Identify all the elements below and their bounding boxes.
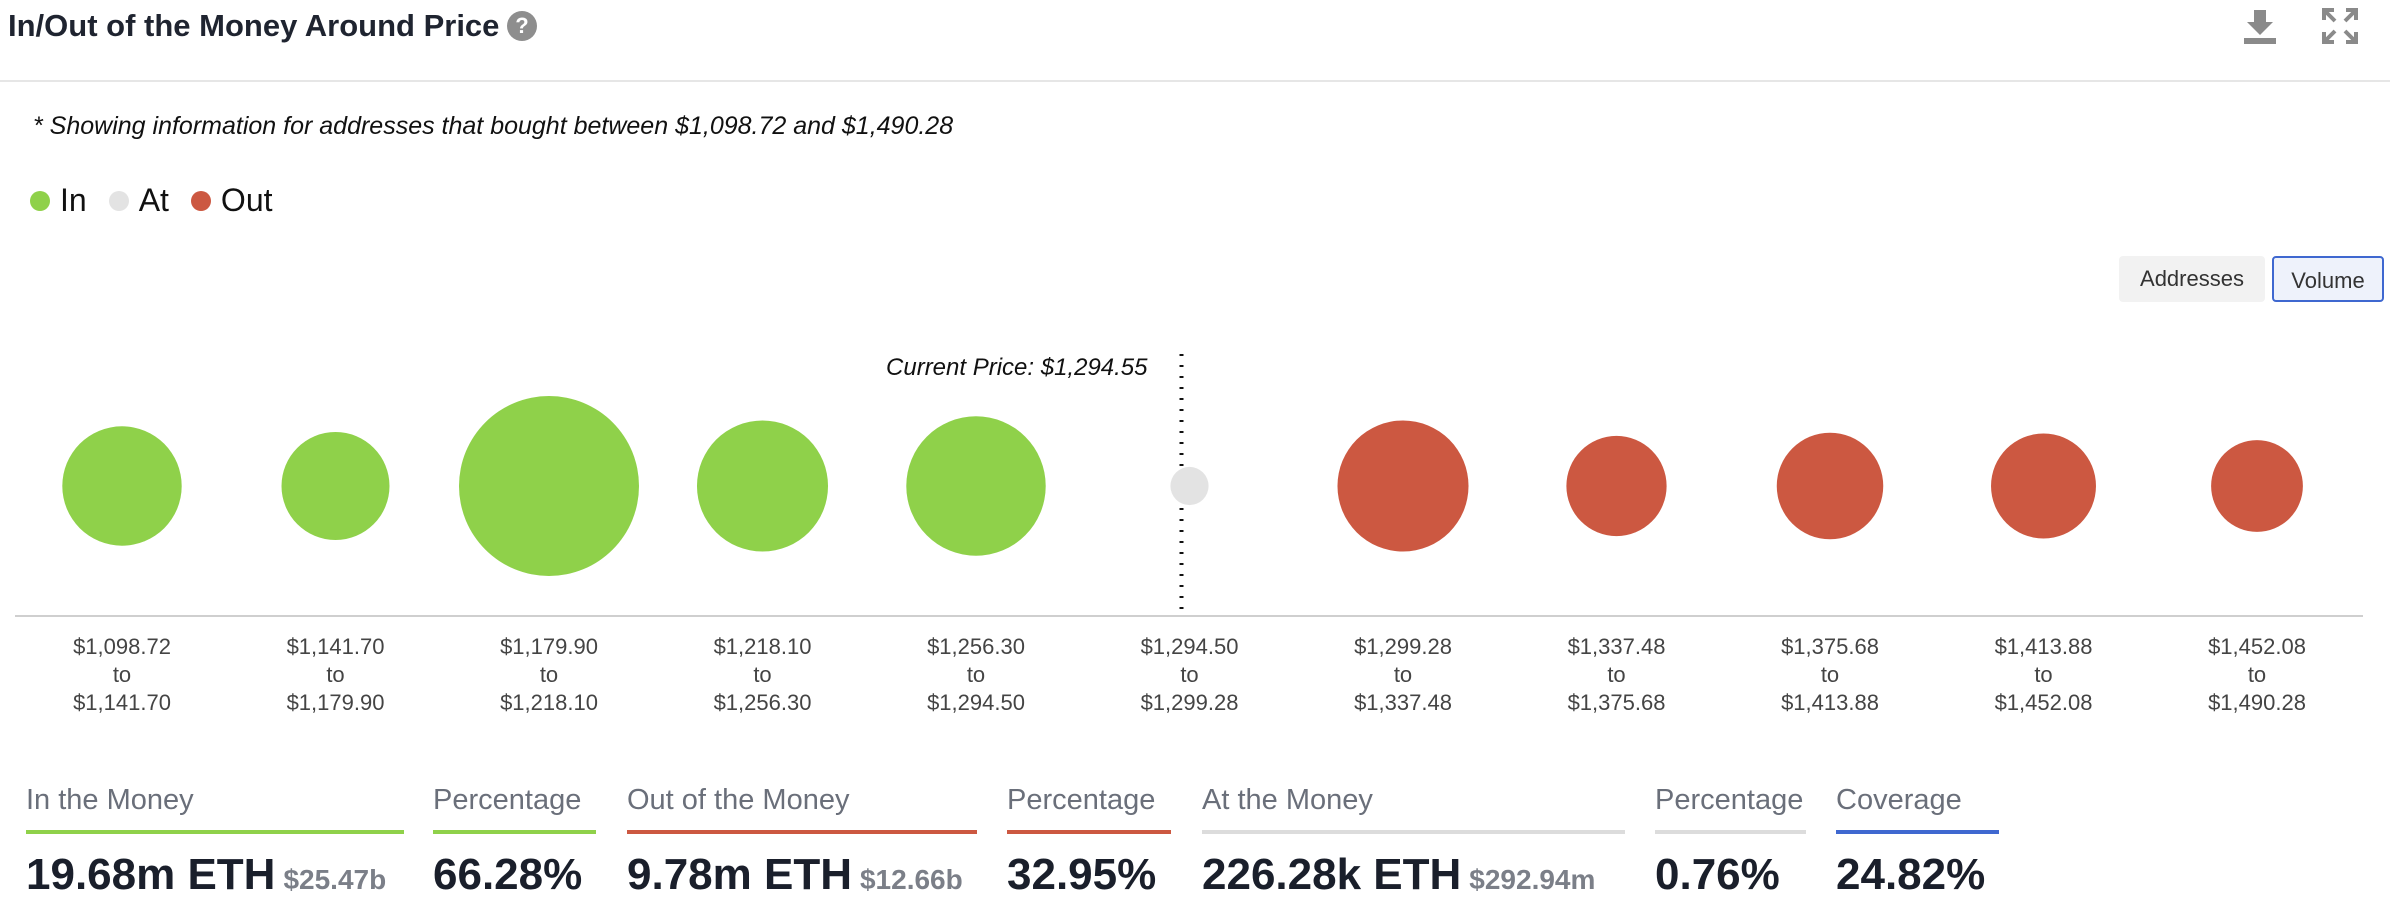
summary-out-of-the-money: Out of the Money 9.78m ETH $12.66b (627, 780, 977, 924)
addresses-toggle-button[interactable]: Addresses (2119, 256, 2265, 302)
range-to-label: $1,141.70 (73, 690, 171, 715)
bubble-out-7 (1566, 435, 1667, 537)
bubble-out-9 (1991, 433, 2096, 539)
range-to-label: $1,179.90 (287, 690, 385, 715)
bubble-in-3 (696, 420, 829, 552)
at-the-money-label: At the Money (1202, 784, 1373, 816)
bubble-at-5 (1170, 466, 1209, 506)
coverage-rule (1836, 830, 1999, 834)
out-of-the-money-eth: 9.78m ETH (627, 850, 852, 899)
range-from-label: $1,141.70 (287, 634, 385, 659)
widget-header: In/Out of the Money Around Price ? (0, 0, 2390, 82)
range-note: * Showing information for addresses that… (33, 112, 954, 140)
range-to-separator: to (2034, 662, 2052, 687)
range-to-separator: to (1607, 662, 1625, 687)
in-out-money-chart: Current Price: $1,294.55 $1,098.72 to $1,14… (15, 354, 2363, 715)
out-of-the-money-value: 9.78m ETH $12.66b (627, 850, 977, 900)
bubble-in-4 (906, 416, 1046, 556)
range-to-label: $1,299.28 (1141, 690, 1239, 715)
range-to-label: $1,218.10 (500, 690, 598, 715)
range-to-separator: to (1394, 662, 1412, 687)
range-to-label: $1,452.08 (1995, 690, 2093, 715)
at-percentage-value: 0.76% (1655, 850, 1780, 899)
range-from-label: $1,256.30 (927, 634, 1025, 659)
bubble-in-2 (459, 396, 639, 576)
legend-item-out[interactable]: Out (190, 182, 273, 219)
coverage-label: Coverage (1836, 784, 1962, 816)
range-from-label: $1,337.48 (1568, 634, 1666, 659)
summary-out-percentage: Percentage 32.95% (1007, 780, 1171, 924)
range-to-label: $1,413.88 (1781, 690, 1879, 715)
summary-in-percentage: Percentage 66.28% (433, 780, 596, 924)
in-the-money-rule (26, 830, 404, 834)
range-from-label: $1,375.68 (1781, 634, 1879, 659)
bubble-out-10 (2211, 440, 2303, 532)
download-icon[interactable] (2238, 4, 2282, 48)
in-the-money-usd: $25.47b (283, 864, 387, 895)
range-to-separator: to (113, 662, 131, 687)
at-the-money-eth: 226.28k ETH (1202, 850, 1462, 899)
range-to-separator: to (967, 662, 985, 687)
bubble-out-8 (1776, 432, 1884, 540)
at-the-money-rule (1202, 830, 1625, 834)
range-from-label: $1,299.28 (1354, 634, 1452, 659)
coverage-value: 24.82% (1836, 850, 1986, 899)
bubble-in-0 (62, 426, 182, 546)
out-percentage-rule (1007, 830, 1171, 834)
range-to-label: $1,256.30 (714, 690, 812, 715)
widget-title: In/Out of the Money Around Price (8, 8, 500, 43)
range-to-label: $1,337.48 (1354, 690, 1452, 715)
legend-item-in[interactable]: In (30, 182, 87, 219)
legend-label-out: Out (220, 182, 273, 218)
legend-label-at: At (138, 182, 169, 218)
out-of-the-money-label: Out of the Money (627, 784, 850, 816)
range-to-label: $1,490.28 (2208, 690, 2306, 715)
range-to-separator: to (326, 662, 344, 687)
summary-at-percentage: Percentage 0.76% (1655, 780, 1806, 924)
volume-toggle-button[interactable]: Volume (2272, 256, 2384, 302)
range-from-label: $1,179.90 (500, 634, 598, 659)
range-to-separator: to (1821, 662, 1839, 687)
out-of-the-money-usd: $12.66b (859, 864, 963, 895)
summary-in-the-money: In the Money 19.68m ETH $25.47b (26, 780, 404, 924)
expand-icon[interactable] (2318, 4, 2362, 48)
at-percentage-rule (1655, 830, 1806, 834)
range-from-label: $1,413.88 (1995, 634, 2093, 659)
at-percentage-label: Percentage (1655, 784, 1804, 816)
at-the-money-usd: $292.94m (1469, 864, 1596, 895)
in-percentage-rule (433, 830, 596, 834)
legend-dot-at (108, 190, 129, 211)
out-of-the-money-rule (627, 830, 977, 834)
range-to-separator: to (540, 662, 558, 687)
at-the-money-value: 226.28k ETH $292.94m (1202, 850, 1625, 900)
range-to-separator: to (2248, 662, 2266, 687)
range-to-label: $1,294.50 (927, 690, 1025, 715)
question-icon[interactable]: ? (507, 11, 537, 41)
range-to-separator: to (753, 662, 771, 687)
legend-dot-in (30, 190, 50, 211)
range-from-label: $1,452.08 (2208, 634, 2306, 659)
chart-legend: In At Out (30, 182, 295, 219)
summary-coverage: Coverage 24.82% (1836, 780, 1999, 924)
current-price-label: Current Price: $1,294.55 (886, 354, 1148, 381)
legend-dot-out (190, 190, 211, 211)
out-percentage-value: 32.95% (1007, 850, 1157, 899)
range-from-label: $1,294.50 (1141, 634, 1239, 659)
legend-label-in: In (60, 182, 87, 218)
range-to-separator: to (1180, 662, 1198, 687)
in-the-money-value: 19.68m ETH $25.47b (26, 850, 404, 900)
summary-at-the-money: At the Money 226.28k ETH $292.94m (1202, 780, 1625, 924)
bubble-in-1 (281, 432, 390, 540)
in-percentage-label: Percentage (433, 784, 582, 816)
in-the-money-eth: 19.68m ETH (26, 850, 276, 899)
legend-item-at[interactable]: At (108, 182, 169, 219)
range-from-label: $1,098.72 (73, 634, 171, 659)
in-percentage-value: 66.28% (433, 850, 583, 899)
bubble-out-6 (1337, 420, 1469, 552)
range-from-label: $1,218.10 (714, 634, 812, 659)
in-the-money-label: In the Money (26, 784, 194, 816)
range-to-label: $1,375.68 (1568, 690, 1666, 715)
out-percentage-label: Percentage (1007, 784, 1156, 816)
